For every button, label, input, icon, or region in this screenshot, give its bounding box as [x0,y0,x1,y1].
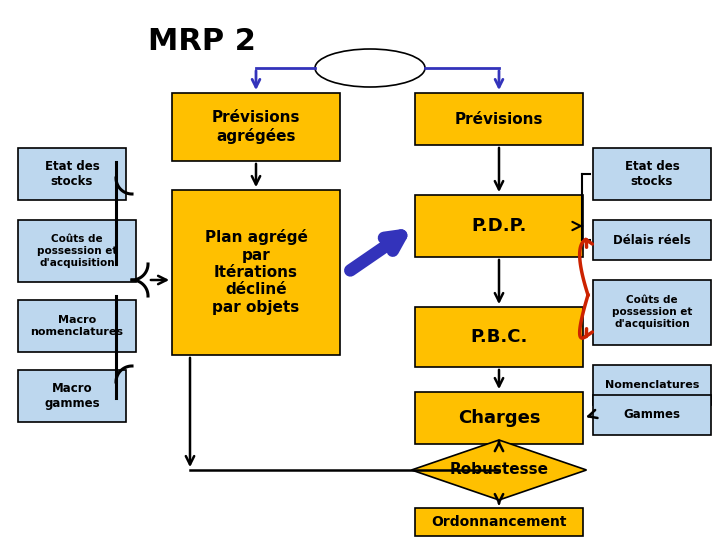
Text: Nomenclatures: Nomenclatures [605,380,699,390]
Text: Macro
gammes: Macro gammes [44,382,100,410]
FancyBboxPatch shape [18,300,136,352]
FancyBboxPatch shape [415,392,583,444]
Text: Gammes: Gammes [624,408,680,422]
Text: Coûts de
possession et
d'acquisition: Coûts de possession et d'acquisition [37,234,117,268]
Text: Plan agrégé
par
Itérations
décliné
par objets: Plan agrégé par Itérations décliné par o… [204,229,307,315]
FancyBboxPatch shape [593,365,711,405]
Text: P.B.C.: P.B.C. [470,328,528,346]
FancyBboxPatch shape [593,148,711,200]
Text: Macro
nomenclatures: Macro nomenclatures [30,315,124,337]
Ellipse shape [315,49,425,87]
Text: MRP 2: MRP 2 [148,28,256,57]
FancyBboxPatch shape [18,220,136,282]
Polygon shape [412,440,587,500]
FancyBboxPatch shape [415,508,583,536]
Text: Ordonnancement: Ordonnancement [431,515,567,529]
Text: Etat des
stocks: Etat des stocks [45,160,99,188]
Text: Prévisions
agrégées: Prévisions agrégées [212,110,300,144]
FancyBboxPatch shape [415,93,583,145]
Text: Robustesse: Robustesse [449,462,549,477]
Text: Délais réels: Délais réels [613,233,691,246]
Text: Coûts de
possession et
d'acquisition: Coûts de possession et d'acquisition [612,295,692,329]
FancyBboxPatch shape [593,280,711,345]
Text: P.D.P.: P.D.P. [472,217,527,235]
Text: Prévisions: Prévisions [455,111,544,126]
Text: Charges: Charges [458,409,540,427]
FancyBboxPatch shape [172,93,340,161]
FancyBboxPatch shape [593,220,711,260]
FancyBboxPatch shape [593,395,711,435]
Text: Etat des
stocks: Etat des stocks [625,160,680,188]
FancyBboxPatch shape [415,307,583,367]
Text: Agrégats: Agrégats [338,62,402,75]
FancyBboxPatch shape [18,148,126,200]
FancyBboxPatch shape [172,190,340,355]
FancyBboxPatch shape [18,370,126,422]
FancyBboxPatch shape [415,195,583,257]
